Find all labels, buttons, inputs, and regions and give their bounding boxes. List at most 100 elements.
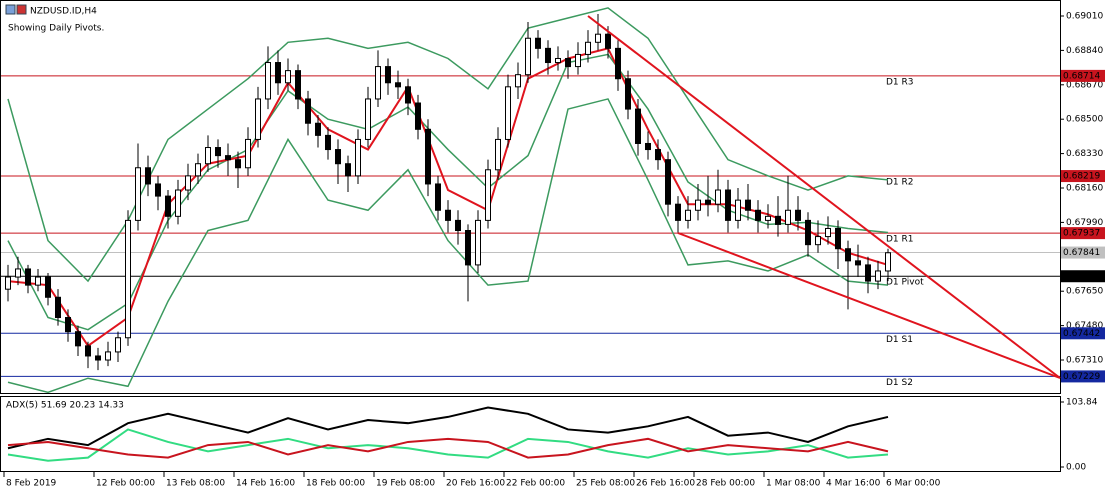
candle-body — [235, 159, 241, 169]
candle-body — [865, 264, 871, 282]
x-tick-label: 20 Feb 16:00 — [446, 479, 505, 489]
candle-body — [355, 138, 361, 177]
pivot-label: D1 R2 — [886, 178, 914, 188]
candle-body — [55, 296, 61, 319]
adx-tick-label: 103.84 — [1066, 398, 1098, 408]
y-tick-label: 0.68330 — [1066, 149, 1103, 159]
x-tick-label: 14 Feb 16:00 — [236, 479, 295, 489]
candle-body — [625, 78, 631, 110]
candle-body — [515, 74, 521, 88]
price-box-label: 0.67724 — [1063, 272, 1100, 282]
x-tick-label: 4 Mar 16:00 — [826, 479, 881, 489]
candle-body — [75, 331, 81, 347]
candle-body — [225, 155, 231, 161]
candle-body — [645, 142, 651, 151]
candle-body — [135, 167, 141, 221]
candle-body — [315, 122, 321, 136]
candle-body — [615, 47, 621, 80]
candle-body — [115, 337, 121, 353]
candle-body — [405, 86, 411, 104]
candle-body — [435, 183, 441, 211]
candle-body — [555, 57, 561, 64]
candle-body — [725, 189, 731, 221]
candle-body — [875, 270, 881, 282]
candle-body — [545, 47, 551, 64]
icon — [16, 4, 27, 15]
trend-line — [677, 232, 1061, 379]
price-box — [1061, 227, 1105, 240]
candle-body — [785, 209, 791, 225]
overlay-line — [7, 53, 889, 331]
y-tick-label: 0.67310 — [1066, 356, 1103, 366]
x-tick-label: 1 Mar 08:00 — [766, 479, 821, 489]
candle-body — [805, 219, 811, 246]
y-tick-label: 0.67990 — [1066, 218, 1103, 228]
x-tick-label: 13 Feb 08:00 — [166, 479, 225, 489]
x-tick-label: 6 Mar 00:00 — [886, 479, 941, 489]
candle-body — [165, 195, 171, 217]
candle-body — [455, 219, 461, 231]
candle-body — [565, 57, 571, 68]
pivot-label: D1 R1 — [886, 235, 914, 245]
candle-body — [505, 86, 511, 140]
x-tick-label: 12 Feb 00:00 — [96, 479, 155, 489]
candle-body — [525, 37, 531, 76]
candle-body — [125, 219, 131, 339]
pivot-label: D1 S1 — [886, 335, 913, 345]
candle-body — [365, 98, 371, 140]
y-tick-label: 0.68500 — [1066, 115, 1103, 125]
candle-body — [475, 219, 481, 266]
x-tick-label: 26 Feb 16:00 — [636, 479, 695, 489]
candle-body — [85, 345, 91, 357]
price-box — [1061, 69, 1105, 82]
candle-body — [695, 199, 701, 211]
adx-frame — [0, 396, 1061, 472]
candle-body — [855, 260, 861, 266]
pivot-label: D1 Pivot — [886, 278, 924, 288]
y-tick-label: 0.67650 — [1066, 287, 1103, 297]
adx-tick-label: 0.00 — [1066, 463, 1086, 473]
candle-body — [145, 167, 151, 185]
candle-body — [265, 62, 271, 100]
candle-body — [335, 149, 341, 165]
candle-body — [295, 70, 301, 100]
candle-body — [5, 276, 11, 290]
candle-body — [445, 209, 451, 221]
main-frame — [0, 0, 1061, 394]
x-tick-label: 19 Feb 08:00 — [376, 479, 435, 489]
candle-body — [425, 128, 431, 185]
overlay-line — [7, 47, 889, 348]
candle-body — [815, 236, 821, 246]
x-tick-label: 18 Feb 00:00 — [306, 479, 365, 489]
price-box-label: 0.68714 — [1063, 71, 1100, 81]
plot-area: 0.69010 0.68840 0.68670 0.68500 0.68330 0.681… — [0, 7, 1105, 489]
candle-body — [375, 66, 381, 100]
candle-body — [665, 159, 671, 205]
adx-line — [7, 406, 889, 450]
candle-body — [595, 33, 601, 43]
x-tick-label: 25 Feb 08:00 — [576, 479, 635, 489]
price-box — [1061, 270, 1105, 283]
candle-body — [195, 163, 201, 177]
candle-body — [575, 53, 581, 68]
adx-title: ADX(5) 51.69 20.23 14.33 — [6, 401, 124, 411]
price-box — [1061, 370, 1105, 383]
candle-body — [705, 199, 711, 205]
price-box-label: 0.67841 — [1063, 248, 1100, 258]
candle-body — [605, 33, 611, 49]
candle-body — [245, 138, 251, 169]
candle-body — [685, 209, 691, 221]
icon — [5, 4, 16, 15]
candle-body — [65, 317, 71, 333]
candle-body — [495, 138, 501, 171]
candle-body — [215, 147, 221, 157]
adx-line — [7, 428, 889, 462]
y-tick-label: 0.68840 — [1066, 46, 1103, 56]
candle-body — [845, 248, 851, 262]
x-tick-label: 8 Feb 2019 — [6, 479, 57, 489]
candle-body — [385, 66, 391, 84]
candle-body — [175, 189, 181, 217]
overlay-line — [7, 7, 889, 283]
candle-body — [205, 147, 211, 165]
candle-body — [775, 215, 781, 225]
